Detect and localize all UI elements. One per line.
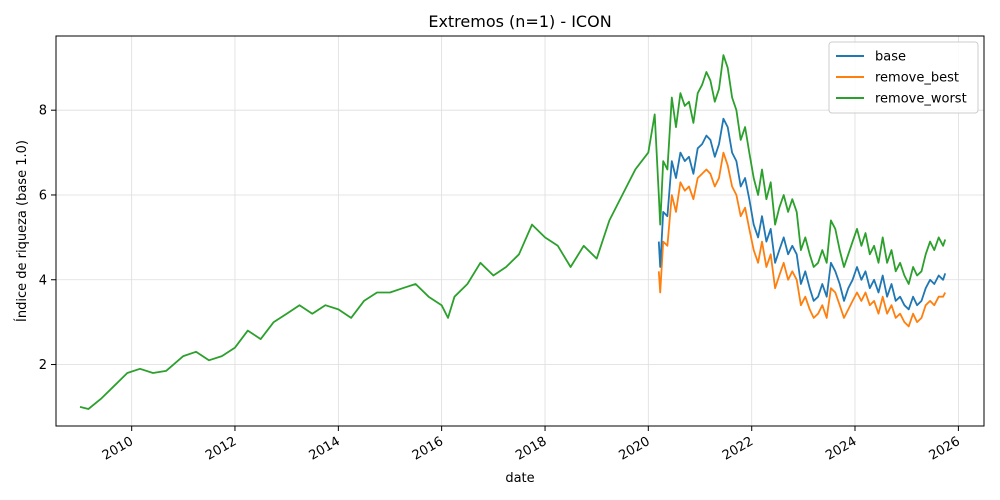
plot-frame (55, 35, 985, 427)
chart-title: Extremos (n=1) - ICON (428, 12, 611, 31)
y-axis: 2 4 6 8 (39, 104, 56, 373)
legend-label-base: base (875, 50, 906, 65)
series-line-remove-best (657, 151, 947, 328)
legend-label-remove-best: remove_best (875, 71, 959, 86)
y-axis-label: Índice de riqueza (base 1.0) (14, 140, 30, 322)
legend: base remove_best remove_worst (828, 41, 979, 114)
y-tick-label: 4 (39, 273, 47, 288)
x-axis-label: date (505, 471, 534, 486)
series-line-remove-worst (79, 54, 947, 410)
y-tick-label: 8 (39, 104, 47, 119)
legend-entries: base remove_best remove_worst (836, 50, 967, 107)
y-tick-label: 2 (39, 358, 47, 373)
series-layer (79, 54, 947, 410)
y-tick-label: 6 (39, 188, 47, 203)
legend-box (828, 41, 979, 114)
legend-label-remove-worst: remove_worst (875, 92, 967, 107)
series-line-base (657, 117, 947, 311)
